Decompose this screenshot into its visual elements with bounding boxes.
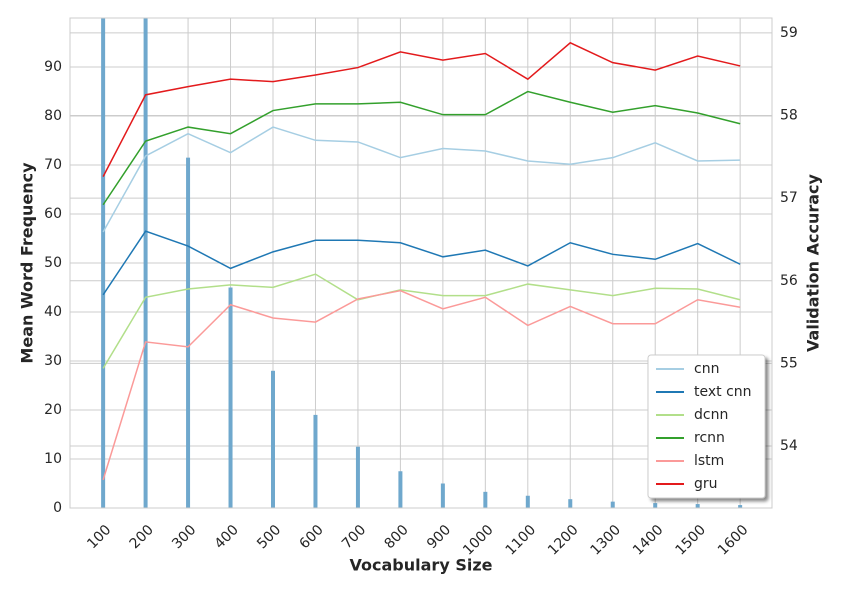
x-tick-label: 1500 xyxy=(672,522,709,559)
bar xyxy=(101,18,106,508)
y-tick-label: 10 xyxy=(44,451,62,467)
y-tick-label: 90 xyxy=(44,59,62,75)
y-tick-label: 0 xyxy=(53,500,62,516)
bar xyxy=(695,504,700,508)
legend-label: gru xyxy=(694,476,718,492)
bar xyxy=(355,446,360,508)
y-tick-label: 20 xyxy=(44,402,62,418)
bar xyxy=(610,501,615,508)
x-tick-label: 500 xyxy=(254,522,284,552)
y2-tick-label: 56 xyxy=(780,273,798,289)
y-tick-label: 60 xyxy=(44,206,62,222)
legend-label: text cnn xyxy=(694,384,752,400)
x-tick-label: 700 xyxy=(339,522,369,552)
bar xyxy=(228,287,233,508)
x-tick-label: 900 xyxy=(424,522,454,552)
bar xyxy=(313,414,318,508)
x-tick-label: 1000 xyxy=(460,522,497,559)
y2-tick-label: 54 xyxy=(780,438,798,454)
series-line xyxy=(102,41,741,177)
bar xyxy=(568,499,573,508)
y-tick-label: 30 xyxy=(44,353,62,369)
legend-label: cnn xyxy=(694,361,719,377)
bar xyxy=(653,503,658,508)
y2-tick-label: 57 xyxy=(780,190,798,206)
bar xyxy=(143,18,148,508)
bar xyxy=(398,471,403,508)
y-tick-label: 50 xyxy=(44,255,62,271)
x-tick-label: 1600 xyxy=(715,522,752,559)
y-tick-label: 40 xyxy=(44,304,62,320)
y2-tick-label: 55 xyxy=(780,355,798,371)
series-line xyxy=(102,289,741,481)
legend-label: dcnn xyxy=(694,407,728,423)
series-line xyxy=(102,90,741,206)
plot-frame xyxy=(69,17,773,509)
legend-label: rcnn xyxy=(694,430,725,446)
x-tick-label: 200 xyxy=(127,522,157,552)
x-axis-title: Vocabulary Size xyxy=(350,556,493,575)
y2-tick-label: 58 xyxy=(780,108,798,124)
x-tick-label: 1300 xyxy=(588,522,625,559)
x-tick-label: 800 xyxy=(381,522,411,552)
y2-tick-label: 59 xyxy=(780,25,798,41)
legend-box xyxy=(647,354,766,499)
bar xyxy=(270,370,275,508)
bar xyxy=(525,495,530,508)
series-line xyxy=(102,126,741,233)
bar xyxy=(186,157,191,508)
x-tick-label: 300 xyxy=(169,522,199,552)
x-tick-label: 1400 xyxy=(630,522,667,559)
bar xyxy=(738,505,743,508)
y-axis-title: Mean Word Frequency xyxy=(18,162,37,364)
series-line xyxy=(102,273,741,369)
lines xyxy=(102,41,741,481)
x-tick-label: 100 xyxy=(84,522,114,552)
x-tick-label: 1100 xyxy=(503,522,540,559)
bars xyxy=(101,18,743,508)
series-line xyxy=(102,230,741,296)
legend: cnn text cnn dcnn rcnn lstm gru xyxy=(647,354,766,499)
legend-label: lstm xyxy=(694,453,724,469)
x-tick-label: 600 xyxy=(297,522,327,552)
y-tick-label: 70 xyxy=(44,157,62,173)
y-tick-label: 80 xyxy=(44,108,62,124)
x-tick-label: 400 xyxy=(212,522,242,552)
x-tick-label: 1200 xyxy=(545,522,582,559)
bar xyxy=(440,483,445,508)
bar xyxy=(483,491,488,508)
y2-axis-title: Validation Accuracy xyxy=(804,173,823,352)
